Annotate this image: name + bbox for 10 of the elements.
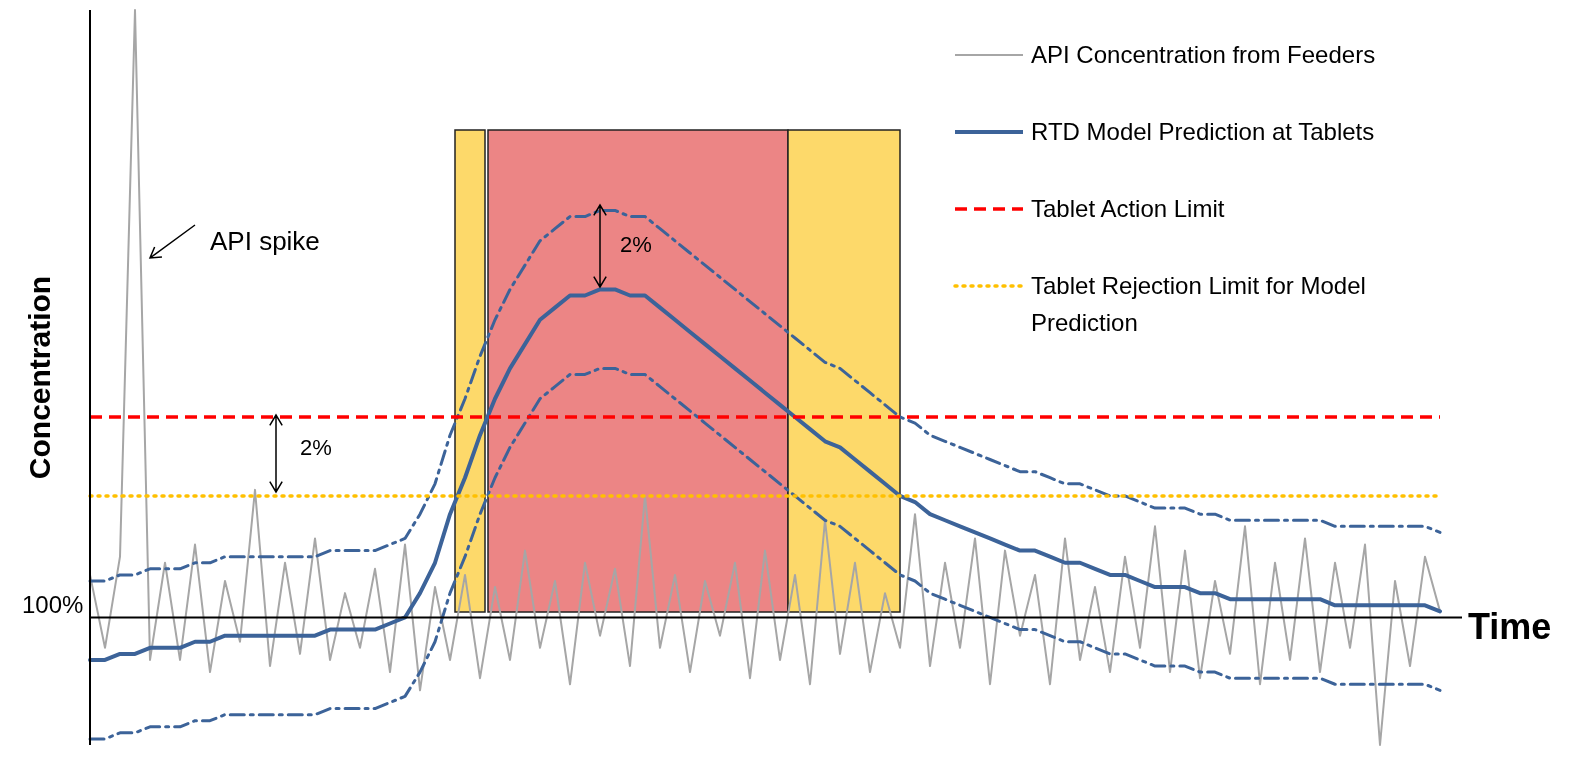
annotation: API spike	[210, 226, 320, 256]
legend-label: Tablet Action Limit	[1031, 195, 1225, 222]
legend-label: Tablet Rejection Limit for Model Prediction	[1031, 272, 1366, 336]
x-axis-title: Time	[1468, 606, 1552, 648]
legend-label: API Concentration from Feeders	[1031, 41, 1376, 68]
text: 100%	[22, 591, 84, 619]
legend-label: RTD Model Prediction at Tablets	[1031, 118, 1375, 145]
annotation: 2%	[620, 232, 652, 257]
annotation: 2%	[300, 435, 332, 460]
y-axis-title: Concentration	[23, 275, 56, 480]
